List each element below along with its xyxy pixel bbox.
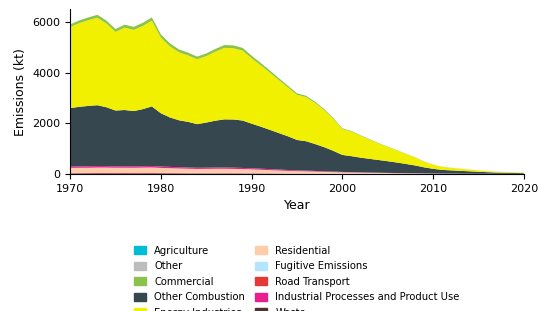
- X-axis label: Year: Year: [284, 199, 310, 212]
- Legend: Agriculture, Other, Commercial, Other Combustion, Energy Industries, Residential: Agriculture, Other, Commercial, Other Co…: [130, 242, 464, 311]
- Y-axis label: Emissions (kt): Emissions (kt): [14, 48, 27, 136]
